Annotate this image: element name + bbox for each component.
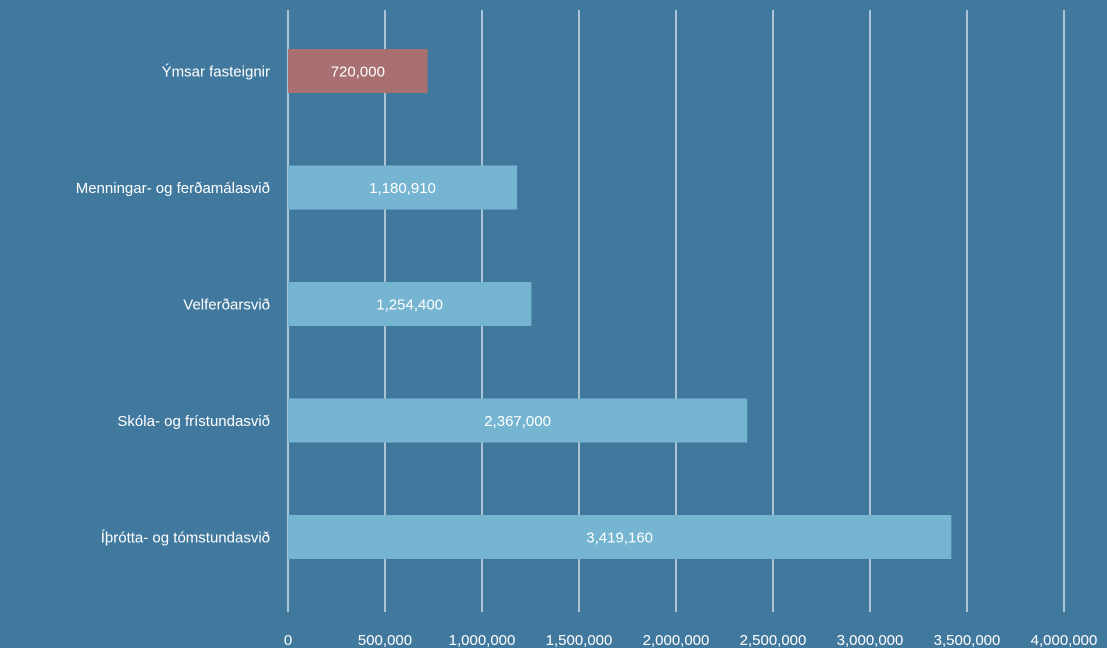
x-tick-label: 2,000,000 bbox=[643, 632, 710, 648]
bar-value-label: 1,180,910 bbox=[369, 180, 436, 197]
bar bbox=[288, 398, 748, 443]
x-tick-label: 500,000 bbox=[358, 632, 412, 648]
x-tick-label: 3,500,000 bbox=[934, 632, 1001, 648]
bar bbox=[288, 49, 428, 93]
category-label: Ýmsar fasteignir bbox=[162, 64, 270, 81]
bar bbox=[288, 282, 532, 326]
bar-value-label: 1,254,400 bbox=[376, 297, 443, 314]
x-tick-label: 1,000,000 bbox=[449, 632, 516, 648]
bars: 720,000 1,180,910 1,254,400 2,367,000 3,419,… bbox=[288, 49, 952, 559]
x-tick-label: 1,500,000 bbox=[546, 632, 613, 648]
bar-value-label: 3,419,160 bbox=[586, 530, 653, 547]
bar bbox=[288, 165, 518, 210]
gridlines bbox=[287, 10, 1065, 612]
category-label: Velferðarsvið bbox=[183, 297, 270, 314]
x-axis-tick-labels: 0 500,000 1,000,000 1,500,000 2,000,000 2,500… bbox=[284, 632, 1098, 648]
category-labels: Ýmsar fasteignir Menningar- og ferðamálas… bbox=[76, 64, 270, 547]
bar bbox=[288, 515, 952, 559]
category-label: Menningar- og ferðamálasvið bbox=[76, 180, 270, 197]
x-tick-label: 4,000,000 bbox=[1031, 632, 1098, 648]
x-tick-label: 0 bbox=[284, 632, 292, 648]
x-tick-label: 2,500,000 bbox=[740, 632, 807, 648]
bar-value-label: 2,367,000 bbox=[484, 413, 551, 430]
category-label: Skóla- og frístundasvið bbox=[117, 413, 270, 430]
category-label: Íþrótta- og tómstundasvið bbox=[101, 530, 270, 547]
bar-value-label: 720,000 bbox=[331, 64, 385, 81]
x-tick-label: 3,000,000 bbox=[837, 632, 904, 648]
